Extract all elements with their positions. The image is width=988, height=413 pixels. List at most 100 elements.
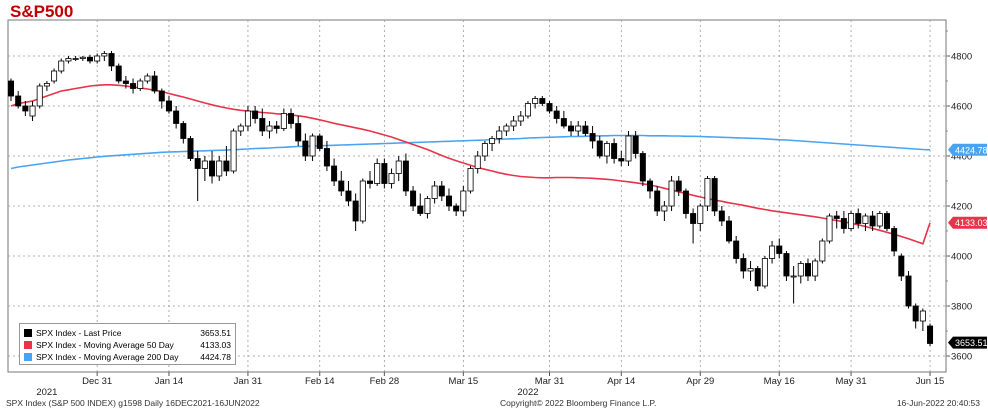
x-tick-label: Mar 15 <box>449 376 479 387</box>
candle <box>79 56 86 61</box>
candle-body <box>647 180 654 192</box>
candle <box>209 151 216 184</box>
candle <box>22 101 29 116</box>
candle <box>489 136 496 151</box>
candle <box>194 151 201 201</box>
candle-body <box>840 218 847 229</box>
candle-body <box>151 75 158 92</box>
candle <box>438 181 445 201</box>
legend-item-last-price: SPX Index - Last Price 3653.51 <box>24 327 231 339</box>
candle-body <box>72 58 79 60</box>
candle-body <box>769 245 776 259</box>
candle <box>7 78 14 101</box>
candle-body <box>309 135 316 157</box>
candle-body <box>137 80 144 89</box>
candle <box>374 158 381 186</box>
candle-body <box>524 103 531 117</box>
candle <box>582 121 589 136</box>
candle-body <box>7 80 14 97</box>
candle <box>747 261 754 281</box>
candle-body <box>115 65 122 82</box>
candle <box>201 156 208 181</box>
candle <box>467 166 474 194</box>
candle-body <box>553 110 560 119</box>
candle-body <box>869 215 876 227</box>
candle <box>833 211 840 229</box>
candle <box>424 196 431 219</box>
candle <box>589 126 596 149</box>
candle <box>539 96 546 106</box>
candle-body <box>43 83 50 87</box>
footer-copyright: Copyright© 2022 Bloomberg Finance L.P. <box>500 398 657 408</box>
candle <box>618 151 625 166</box>
x-year-label: 2022 <box>517 387 538 398</box>
candle <box>180 121 187 144</box>
y-axis: 4800 4600 4400 4200 4000 3800 3600 <box>946 30 972 363</box>
candle-body <box>611 143 618 159</box>
candle <box>661 201 668 221</box>
candle-body <box>582 125 589 134</box>
candle-body <box>912 305 919 322</box>
candle <box>86 54 93 64</box>
candle-body <box>381 163 388 184</box>
candle <box>690 208 697 244</box>
candle-body <box>22 105 29 112</box>
candle-body <box>15 95 22 107</box>
candle <box>331 158 338 186</box>
candle-body <box>747 268 754 272</box>
y-tick-label: 4600 <box>951 102 972 113</box>
legend-label: SPX Index - Moving Average 200 Day <box>36 352 179 362</box>
candle-body <box>704 178 711 207</box>
candle-body <box>639 153 646 182</box>
legend-swatch-ma50 <box>24 341 32 349</box>
candle <box>323 141 330 171</box>
candle-body <box>754 268 761 287</box>
x-tick-label: Mar 31 <box>535 376 565 387</box>
candle <box>826 213 833 244</box>
candle-body <box>726 220 733 242</box>
candle <box>898 253 905 281</box>
x-tick-label: Feb 28 <box>370 376 400 387</box>
footer-source: SPX Index (S&P 500 INDEX) g1598 Daily 16… <box>6 398 260 408</box>
candle-body <box>280 113 287 129</box>
last-value-tag-text: 4133.03 <box>955 218 988 228</box>
x-tick-label: May 31 <box>835 376 866 387</box>
candle-body <box>919 310 926 322</box>
candle-body <box>661 205 668 212</box>
candle-body <box>927 325 934 344</box>
candle <box>862 213 869 231</box>
candle-body <box>697 205 704 224</box>
candle <box>216 156 223 181</box>
candle-body <box>876 213 883 227</box>
legend-label: SPX Index - Last Price <box>36 328 122 338</box>
candle-body <box>323 148 330 167</box>
candle-body <box>517 115 524 122</box>
candle <box>625 131 632 166</box>
candle-body <box>58 60 65 72</box>
candle <box>402 153 409 196</box>
ma50-layer <box>10 84 931 245</box>
candle <box>366 171 373 189</box>
candle-body <box>209 160 216 177</box>
last-value-tag: 4133.03 <box>948 216 988 229</box>
candle-body <box>331 165 338 182</box>
grid-lines <box>8 20 946 372</box>
candle-body <box>898 255 905 277</box>
y-tick-label: 3800 <box>951 302 972 313</box>
legend-item-ma50: SPX Index - Moving Average 50 Day 4133.0… <box>24 339 231 351</box>
candle-body <box>862 215 869 224</box>
candle <box>733 236 740 264</box>
candle <box>288 108 295 129</box>
candle-body <box>431 185 438 199</box>
x-tick-label: May 16 <box>764 376 795 387</box>
x-tick-label: Jun 15 <box>916 376 945 387</box>
candle <box>927 323 934 346</box>
candle-body <box>424 198 431 214</box>
candle <box>108 51 115 71</box>
candle-body <box>618 158 625 162</box>
last-value-tag-bg <box>948 216 987 229</box>
candle <box>130 78 137 94</box>
candle <box>769 241 776 264</box>
candle <box>151 71 158 94</box>
candle <box>532 96 539 109</box>
